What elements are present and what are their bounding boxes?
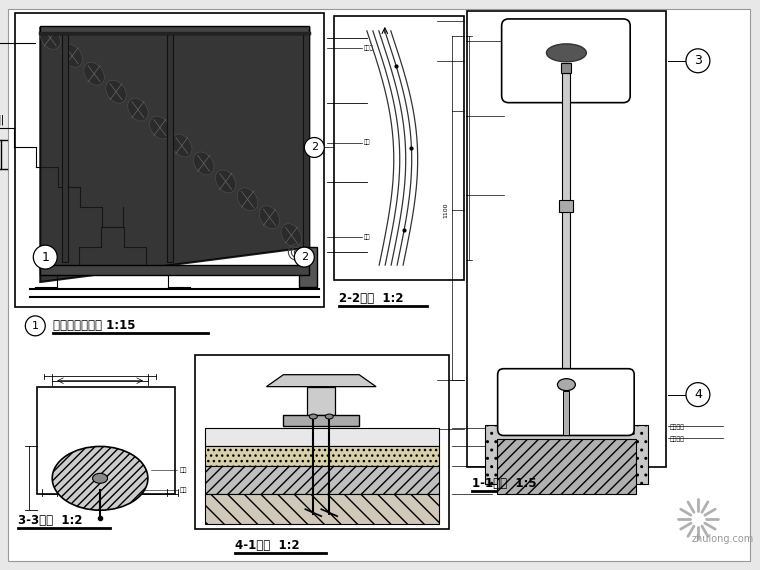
Circle shape bbox=[33, 245, 57, 269]
Bar bbox=[167, 28, 173, 262]
Ellipse shape bbox=[172, 134, 192, 157]
Bar bbox=[485, 425, 648, 484]
Text: ||: || bbox=[0, 115, 5, 125]
Ellipse shape bbox=[128, 98, 148, 121]
Bar bbox=[204, 429, 439, 446]
Text: 1-1剪面  1:5: 1-1剪面 1:5 bbox=[472, 477, 537, 490]
Bar bbox=[303, 28, 309, 262]
Bar bbox=[40, 265, 309, 275]
Text: 底部: 底部 bbox=[364, 234, 371, 240]
Text: 2: 2 bbox=[301, 252, 308, 262]
Text: 栏杆: 栏杆 bbox=[180, 467, 187, 473]
Ellipse shape bbox=[237, 188, 258, 211]
Text: zhulong.com: zhulong.com bbox=[692, 534, 754, 544]
Circle shape bbox=[304, 137, 325, 157]
Ellipse shape bbox=[557, 378, 575, 390]
Bar bbox=[15, 13, 325, 307]
Bar bbox=[62, 28, 68, 262]
Bar bbox=[559, 200, 573, 212]
Bar bbox=[204, 466, 439, 494]
Text: 3: 3 bbox=[694, 54, 702, 67]
Text: 1100: 1100 bbox=[444, 202, 449, 218]
Ellipse shape bbox=[259, 206, 280, 229]
Ellipse shape bbox=[93, 473, 107, 483]
Ellipse shape bbox=[40, 26, 61, 49]
Text: 1: 1 bbox=[32, 321, 39, 331]
Bar bbox=[307, 386, 335, 414]
Text: 4: 4 bbox=[694, 388, 702, 401]
Bar bbox=[467, 11, 666, 467]
Bar bbox=[195, 355, 449, 529]
Bar bbox=[334, 16, 464, 280]
Bar bbox=[563, 390, 569, 435]
Bar bbox=[204, 446, 439, 466]
Text: 不锈钢管: 不锈钢管 bbox=[670, 425, 685, 430]
Text: 2-2剪面  1:2: 2-2剪面 1:2 bbox=[339, 292, 404, 305]
Bar bbox=[496, 439, 636, 494]
FancyBboxPatch shape bbox=[502, 19, 630, 103]
Ellipse shape bbox=[546, 44, 586, 62]
Bar bbox=[283, 414, 359, 426]
Ellipse shape bbox=[52, 446, 148, 510]
Bar bbox=[562, 63, 572, 73]
Text: 2: 2 bbox=[311, 142, 318, 153]
FancyBboxPatch shape bbox=[498, 369, 634, 435]
Circle shape bbox=[25, 316, 46, 336]
Text: 中间: 中间 bbox=[364, 140, 371, 145]
Text: 楼梯栏杆立面图 1:15: 楼梯栏杆立面图 1:15 bbox=[53, 319, 136, 332]
Ellipse shape bbox=[309, 414, 317, 419]
Ellipse shape bbox=[215, 170, 236, 193]
Ellipse shape bbox=[106, 80, 126, 103]
Bar bbox=[37, 386, 175, 494]
Bar bbox=[40, 26, 309, 34]
Bar bbox=[299, 247, 317, 287]
Text: 膨胀螺栓: 膨胀螺栓 bbox=[670, 437, 685, 442]
Circle shape bbox=[686, 382, 710, 406]
Polygon shape bbox=[40, 28, 309, 282]
Text: 底座: 底座 bbox=[180, 487, 187, 493]
Ellipse shape bbox=[150, 116, 170, 139]
Text: 栏杆顶: 栏杆顶 bbox=[364, 45, 374, 51]
Circle shape bbox=[686, 49, 710, 73]
Circle shape bbox=[294, 247, 315, 267]
Polygon shape bbox=[267, 374, 376, 386]
Text: 3-3剪局  1:2: 3-3剪局 1:2 bbox=[18, 514, 83, 527]
Bar bbox=[562, 73, 571, 382]
Ellipse shape bbox=[281, 224, 302, 247]
Ellipse shape bbox=[84, 62, 104, 85]
Ellipse shape bbox=[62, 44, 82, 67]
Ellipse shape bbox=[325, 414, 333, 419]
Ellipse shape bbox=[194, 152, 214, 175]
Text: 1: 1 bbox=[41, 251, 49, 263]
Text: 4-1剪面  1:2: 4-1剪面 1:2 bbox=[235, 539, 299, 552]
Bar bbox=[204, 494, 439, 524]
